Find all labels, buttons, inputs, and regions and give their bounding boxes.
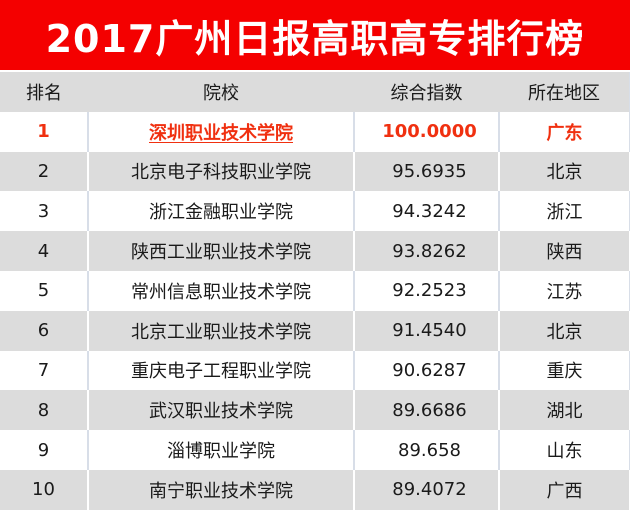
table-row: 9 淄博职业学院 89.658 山东 xyxy=(0,430,630,470)
title-text: 2017广州日报高职高专排行榜 xyxy=(45,16,585,61)
region-cell: 广西 xyxy=(546,480,583,502)
score-cell: 89.4072 xyxy=(392,479,467,501)
score-cell: 94.3242 xyxy=(354,191,500,232)
header-rank: 排名 xyxy=(26,82,62,104)
school-cell: 重庆电子工程职业学院 xyxy=(88,350,355,391)
rank-cell: 5 xyxy=(0,270,89,311)
rank-cell: 10 xyxy=(32,479,55,501)
rank-cell: 9 xyxy=(0,430,89,470)
region-cell: 北京 xyxy=(546,321,583,343)
school-cell: 常州信息职业技术学院 xyxy=(88,270,355,311)
score-cell: 89.658 xyxy=(354,430,500,470)
school-cell: 北京工业职业技术学院 xyxy=(131,321,311,343)
score-cell: 92.2523 xyxy=(354,270,500,311)
table-row: 3 浙江金融职业学院 94.3242 浙江 xyxy=(0,191,630,232)
school-cell: 浙江金融职业学院 xyxy=(88,191,355,232)
school-cell: 淄博职业学院 xyxy=(88,430,355,470)
region-cell: 重庆 xyxy=(499,350,630,391)
rank-cell: 6 xyxy=(37,320,50,342)
score-cell: 89.6686 xyxy=(392,399,467,421)
score-cell: 93.8262 xyxy=(392,240,467,262)
score-cell: 100.0000 xyxy=(354,111,500,152)
school-cell: 南宁职业技术学院 xyxy=(149,480,293,502)
school-link[interactable]: 深圳职业技术学院 xyxy=(149,122,293,144)
table-row: 6 北京工业职业技术学院 91.4540 北京 xyxy=(0,310,630,351)
table-row: 5 常州信息职业技术学院 92.2523 江苏 xyxy=(0,270,630,311)
rank-cell: 3 xyxy=(0,191,89,232)
header-region: 所在地区 xyxy=(499,72,630,112)
school-cell: 北京电子科技职业学院 xyxy=(131,162,311,184)
score-cell: 95.6935 xyxy=(392,160,467,182)
rank-cell: 8 xyxy=(37,399,50,421)
school-cell: 武汉职业技术学院 xyxy=(149,401,293,423)
region-cell: 广东 xyxy=(499,111,630,152)
table-row: 10 南宁职业技术学院 89.4072 广西 xyxy=(0,469,630,510)
score-cell: 91.4540 xyxy=(392,320,467,342)
rank-cell: 4 xyxy=(37,240,50,262)
region-cell: 陕西 xyxy=(546,242,583,264)
region-cell: 浙江 xyxy=(499,191,630,232)
rank-cell: 7 xyxy=(0,350,89,391)
table-row: 7 重庆电子工程职业学院 90.6287 重庆 xyxy=(0,350,630,391)
header-school: 院校 xyxy=(203,82,239,104)
table-header-row: 排名 院校 综合指数 所在地区 xyxy=(0,72,630,112)
page-title: 2017广州日报高职高专排行榜 xyxy=(0,0,630,70)
region-cell: 湖北 xyxy=(546,401,583,423)
rank-cell: 1 xyxy=(0,111,89,152)
region-cell: 山东 xyxy=(499,430,630,470)
header-score: 综合指数 xyxy=(390,82,463,104)
ranking-table: 排名 院校 综合指数 所在地区 1 深圳职业技术学院 100.0000 广东 2… xyxy=(0,72,630,510)
rank-cell: 2 xyxy=(37,160,50,182)
score-cell: 90.6287 xyxy=(354,350,500,391)
region-cell: 江苏 xyxy=(499,270,630,311)
region-cell: 北京 xyxy=(546,162,583,184)
table-row: 2 北京电子科技职业学院 95.6935 北京 xyxy=(0,151,630,192)
school-cell: 陕西工业职业技术学院 xyxy=(131,242,311,264)
title-divider xyxy=(0,70,630,72)
table-row: 8 武汉职业技术学院 89.6686 湖北 xyxy=(0,390,630,431)
table-row: 4 陕西工业职业技术学院 93.8262 陕西 xyxy=(0,231,630,271)
table-row: 1 深圳职业技术学院 100.0000 广东 xyxy=(0,111,630,152)
school-cell[interactable]: 深圳职业技术学院 xyxy=(88,111,355,152)
